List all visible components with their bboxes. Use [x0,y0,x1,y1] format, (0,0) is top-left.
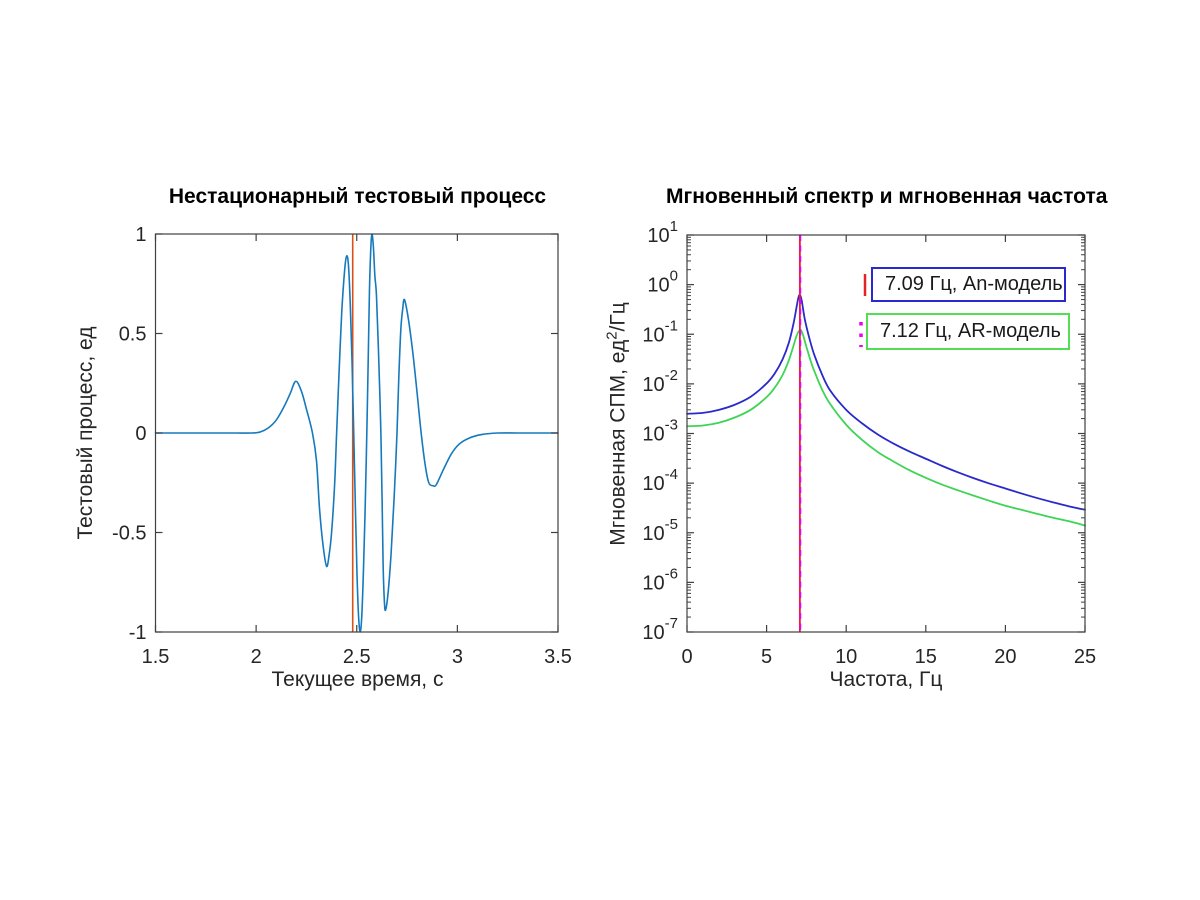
x-tick-label: 2.5 [343,646,371,668]
y-tick-label: 10-2 [642,367,678,396]
ar-dotted-line-sample-icon [859,322,863,347]
test-process-signal-curve [154,233,559,633]
ar-model-annotation-box[interactable]: 7.12 Гц, AR-модель [866,313,1070,350]
y-tick-label: 10-1 [642,317,678,346]
ar-model-psd-curve [686,328,1086,527]
y-tick-label: -1 [129,622,147,644]
x-tick-label: 2 [251,646,262,668]
x-tick-label: 3.5 [544,646,572,668]
x-tick-label: 5 [761,646,772,668]
y-tick-label: 10-7 [642,615,678,644]
left-chart-title: Нестационарный тестовый процесс [168,185,547,208]
x-tick-label: 1.5 [142,646,170,668]
right-y-axis-label: Мгновенная СПМ, ед2/Гц [604,302,631,546]
y-tick-label: 100 [647,268,678,297]
y-tick-label: 101 [647,218,678,247]
an-model-psd-curve [686,293,1086,511]
x-tick-label: 20 [994,646,1016,668]
right-y-axis-label-units: /Гц [606,302,630,332]
spectrum-chart: 0 5 10 15 20 25 101 100 10-1 10-2 10-3 10-4 10-5 10-6… [642,218,1096,668]
y-tick-label: 0 [135,423,146,445]
left-y-axis-label: Тестовый процесс, ед [74,326,97,540]
y-tick-label: 10-6 [642,565,678,594]
x-tick-label: 25 [1074,646,1096,668]
signal-chart: 1.5 2 2.5 3 3.5 1 0.5 0 -0.5 -1 [112,224,572,668]
right-chart-title: Мгновенный спектр и мгновенная частота [666,185,1108,208]
right-y-axis-label-superscript: 2 [603,331,621,340]
x-tick-label: 15 [915,646,937,668]
x-tick-label: 0 [681,646,692,668]
y-tick-label: 10-4 [642,466,678,495]
x-tick-label: 3 [452,646,463,668]
x-tick-label: 10 [835,646,857,668]
right-x-axis-label: Частота, Гц [829,668,943,691]
y-tick-label: -0.5 [112,523,146,545]
left-x-axis-label: Текущее время, с [271,668,444,691]
y-tick-label: 0.5 [119,324,147,346]
an-line-sample-icon [863,274,867,296]
y-tick-label: 10-3 [642,417,678,446]
y-tick-label: 1 [135,224,146,246]
y-tick-label: 10-5 [642,516,678,545]
an-model-annotation-box[interactable]: 7.09 Гц, An-модель [871,267,1066,302]
right-y-axis-label-text: Мгновенная СПМ, ед [606,339,630,546]
